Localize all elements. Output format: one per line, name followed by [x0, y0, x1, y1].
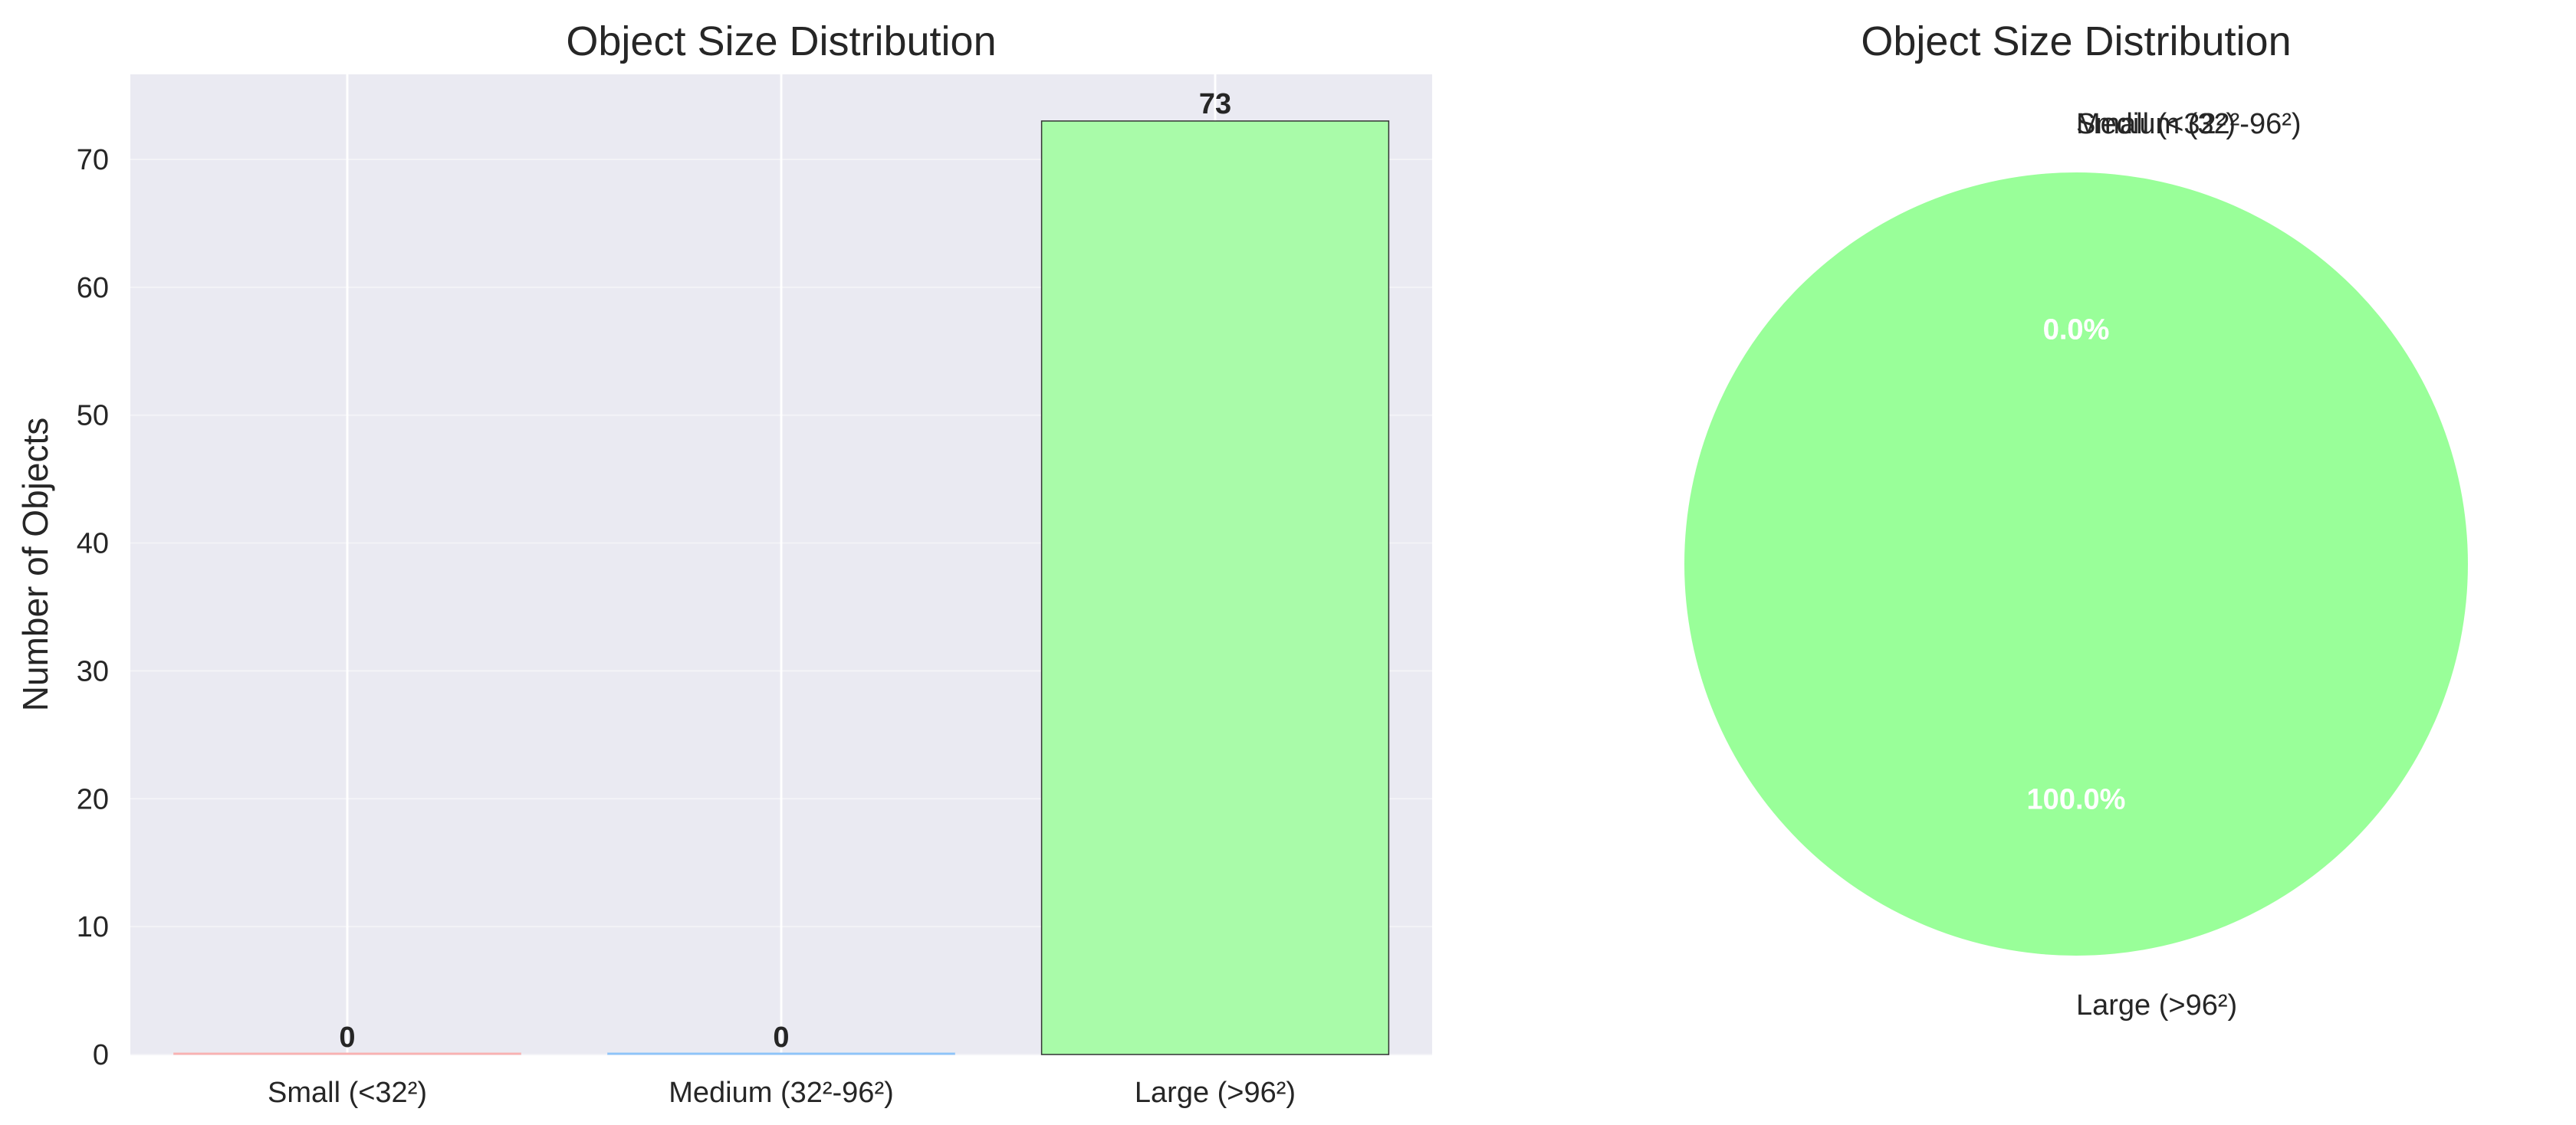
y-tick-label: 10 — [77, 911, 109, 943]
y-tick-label: 30 — [77, 655, 109, 687]
pie-slices — [1684, 172, 2468, 956]
y-tick-label: 0 — [93, 1039, 109, 1071]
pie-labels: Small (<32²)Medium (32²-96²) Large (>96²) — [2076, 108, 2302, 1022]
bar-data-label: 73 — [1199, 88, 1231, 120]
y-axis-ticks: 0 10 20 30 40 50 60 70 — [77, 144, 109, 1071]
x-axis-ticks: Small (<32²) Medium (32²-96²) Large (>96²) — [268, 1077, 1296, 1109]
x-tick-label: Small (<32²) — [268, 1077, 427, 1109]
y-tick-label: 50 — [77, 400, 109, 432]
pie-chart-title: Object Size Distribution — [1861, 18, 2291, 64]
bar-data-label: 0 — [339, 1022, 355, 1054]
pie-slice-label: Small (<32²) — [2076, 108, 2236, 140]
bar-data-label: 0 — [773, 1022, 789, 1054]
bar-data-labels: 0 0 73 — [339, 88, 1231, 1054]
bar — [1040, 120, 1390, 1055]
bar-chart: 0 0 73 0 10 20 30 40 50 60 70 Small (<32²) Medium … — [15, 18, 1432, 1109]
y-tick-label: 40 — [77, 528, 109, 560]
y-tick-label: 20 — [77, 783, 109, 815]
pie-slice-label: Medium (32²-96²) — [2076, 108, 2302, 140]
pie-percent-label: 0.0% — [2043, 313, 2110, 346]
pie-slice — [1684, 172, 2468, 956]
pie-percent-labels: 0.0%0.0%100.0% — [2027, 313, 2126, 815]
y-tick-label: 60 — [77, 272, 109, 304]
pie-percent-label: 0.0% — [2043, 313, 2110, 346]
x-tick-label: Large (>96²) — [1135, 1077, 1296, 1109]
y-tick-label: 70 — [77, 144, 109, 176]
bar-series — [173, 120, 1390, 1055]
pie-percent-label: 100.0% — [2027, 784, 2126, 816]
bar — [173, 1052, 521, 1055]
pie-slice-label: Large (>96²) — [2076, 989, 2237, 1022]
y-axis-label: Number of Objects — [15, 418, 55, 711]
pie-chart: Small (<32²)Medium (32²-96²) Large (>96²)… — [1684, 18, 2468, 1022]
bar-chart-title: Object Size Distribution — [566, 18, 996, 64]
bar — [607, 1052, 955, 1055]
x-tick-label: Medium (32²-96²) — [669, 1077, 894, 1109]
